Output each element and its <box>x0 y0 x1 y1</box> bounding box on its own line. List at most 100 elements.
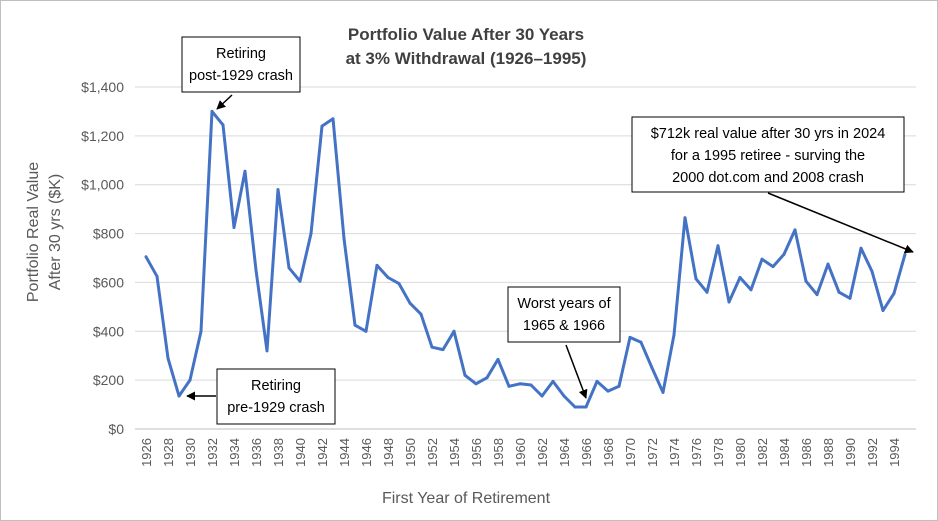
x-tick-label: 1980 <box>733 438 748 467</box>
data-point <box>793 228 797 232</box>
data-point <box>749 288 753 292</box>
data-point <box>529 383 533 387</box>
data-point <box>606 389 610 393</box>
data-point <box>441 348 445 352</box>
y-tick-label: $400 <box>93 323 124 339</box>
x-tick-label: 1970 <box>623 438 638 467</box>
data-point <box>364 329 368 333</box>
y-axis-title: Portfolio Real Value After 30 yrs ($K) <box>25 162 64 302</box>
x-tick-label: 1946 <box>359 438 374 467</box>
data-point <box>738 276 742 280</box>
data-point <box>254 268 258 272</box>
data-point <box>419 312 423 316</box>
data-point <box>903 252 907 256</box>
annotation-post-1929-line-1: Retiring <box>216 46 266 62</box>
x-tick-label: 1958 <box>491 438 506 467</box>
data-point <box>496 357 500 361</box>
data-point <box>221 123 225 127</box>
x-tick-label: 1976 <box>689 438 704 467</box>
data-point <box>408 301 412 305</box>
data-point <box>166 356 170 360</box>
annotation-worst-years-box <box>507 286 621 343</box>
data-point <box>188 378 192 382</box>
annotation-pre-1929-line-2: pre-1929 crash <box>227 400 325 416</box>
y-tick-label: $1,000 <box>81 177 124 193</box>
x-tick-label: 1928 <box>161 438 176 467</box>
y-tick-labels: $0 $200 $400 $600 $800 $1,000 $1,200 $1,400 <box>81 79 124 437</box>
annotation-1995-retiree-arrow <box>767 192 914 254</box>
data-point <box>430 345 434 349</box>
x-tick-label: 1964 <box>557 438 572 467</box>
data-point <box>562 394 566 398</box>
y-tick-label: $600 <box>93 274 124 290</box>
data-point <box>617 384 621 388</box>
x-tick-label: 1994 <box>887 438 902 467</box>
data-point <box>573 405 577 409</box>
data-point <box>870 269 874 273</box>
x-tick-label: 1968 <box>601 438 616 467</box>
data-point <box>375 263 379 267</box>
y-axis-title-line-1: Portfolio Real Value <box>25 162 42 302</box>
x-tick-label: 1942 <box>315 438 330 467</box>
annotation-pre-1929-box <box>216 368 336 425</box>
data-point <box>859 246 863 250</box>
x-tick-label: 1934 <box>227 438 242 467</box>
x-tick-labels: 1926 1928 1930 1932 1934 1936 1938 1940 1942 1944… <box>139 438 902 467</box>
data-point <box>331 117 335 121</box>
data-point <box>265 349 269 353</box>
x-axis-title: First Year of Retirement <box>382 490 551 507</box>
data-point <box>474 382 478 386</box>
annotation-worst-years-arrow <box>565 344 588 399</box>
data-point <box>694 277 698 281</box>
x-tick-label: 1936 <box>249 438 264 467</box>
data-point <box>232 225 236 229</box>
chart-title-line-2: at 3% Withdrawal (1926–1995) <box>346 49 587 68</box>
data-point <box>540 394 544 398</box>
data-point <box>727 300 731 304</box>
data-point <box>485 376 489 380</box>
data-point <box>386 276 390 280</box>
x-tick-label: 1972 <box>645 438 660 467</box>
data-point <box>782 252 786 256</box>
data-point <box>837 290 841 294</box>
data-point <box>771 265 775 269</box>
data-point <box>518 382 522 386</box>
x-tick-label: 1956 <box>469 438 484 467</box>
data-point <box>848 296 852 300</box>
data-point <box>716 244 720 248</box>
data-point <box>342 236 346 240</box>
data-point <box>650 366 654 370</box>
x-tick-label: 1954 <box>447 438 462 467</box>
annotation-post-1929-line-2: post-1929 crash <box>189 68 293 84</box>
x-tick-label: 1982 <box>755 438 770 467</box>
data-point <box>672 333 676 337</box>
x-tick-label: 1948 <box>381 438 396 467</box>
annotation-1995-retiree-line-1: $712k real value after 30 yrs in 2024 <box>651 126 886 142</box>
x-tick-label: 1926 <box>139 438 154 467</box>
x-tick-label: 1930 <box>183 438 198 467</box>
data-point <box>584 405 588 409</box>
y-tick-label: $200 <box>93 372 124 388</box>
data-point <box>705 290 709 294</box>
annotation-worst-years-line-1: Worst years of <box>517 296 611 312</box>
data-point <box>639 340 643 344</box>
data-point <box>287 266 291 270</box>
data-point <box>452 329 456 333</box>
data-point <box>628 335 632 339</box>
x-tick-label: 1988 <box>821 438 836 467</box>
annotation-post-1929: Retiring post-1929 crash <box>181 36 301 110</box>
data-point <box>661 390 665 394</box>
data-point <box>353 323 357 327</box>
x-tick-label: 1974 <box>667 438 682 467</box>
data-point <box>463 373 467 377</box>
data-point <box>826 262 830 266</box>
data-point <box>397 282 401 286</box>
x-tick-label: 1992 <box>865 438 880 467</box>
data-point <box>155 274 159 278</box>
data-point <box>243 169 247 173</box>
data-point <box>892 291 896 295</box>
data-point <box>276 188 280 192</box>
x-tick-label: 1978 <box>711 438 726 467</box>
data-point <box>298 279 302 283</box>
